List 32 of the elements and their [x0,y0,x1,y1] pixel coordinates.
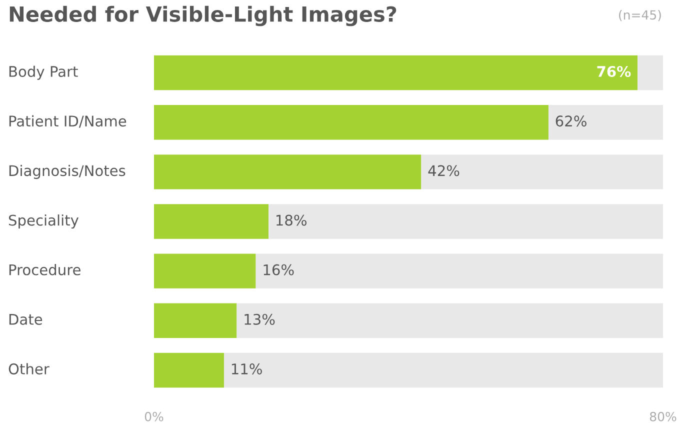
x-tick-label: 80% [650,412,676,422]
data-label: 18% [276,214,306,226]
bar [154,352,224,388]
y-tick-label: Date [9,314,42,325]
bar [224,352,663,388]
y-tick-label: Speciality [8,214,79,229]
bar [236,303,663,338]
y-tick-label: Diagnosis/Notes [9,164,126,179]
x-tick-label: 0% [144,412,164,422]
data-label: 62% [556,116,586,127]
y-tick-label: Patient ID/Name [9,115,126,128]
bar [154,154,422,190]
bar [421,154,663,190]
bar [154,105,548,140]
chart-title: Needed for Visible-Light Images? [10,6,396,26]
data-label: 13% [244,314,275,325]
bar [154,204,269,239]
y-tick-label: Procedure [9,264,80,276]
bar [548,105,663,140]
bar [638,55,663,90]
data-label: 16% [264,264,294,276]
data-label: 11% [232,363,262,374]
bar [256,254,663,288]
bar [154,303,237,338]
data-label: 42% [428,165,460,176]
data-label: 76% [597,66,631,78]
text: (n=45) [619,10,661,22]
bar [268,204,663,239]
y-tick-label: Body Part [9,66,78,80]
bar [154,254,256,288]
y-tick-label: Other [8,363,50,374]
bar [154,55,638,90]
